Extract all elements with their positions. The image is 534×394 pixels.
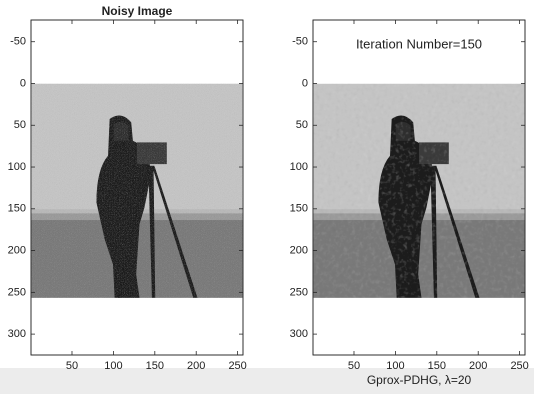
y-tick-label: 50: [296, 119, 308, 131]
y-tick-label: 100: [8, 161, 26, 173]
x-tick-label: 200: [469, 360, 487, 372]
y-tick-label: 150: [290, 203, 308, 215]
y-tick-label: 0: [302, 77, 308, 89]
y-tick-label: 250: [290, 286, 308, 298]
y-tick-label: 150: [8, 203, 26, 215]
x-tick-label: 100: [104, 360, 122, 372]
x-tick-label: 150: [146, 360, 164, 372]
x-axis-label: Gprox-PDHG, λ=20: [367, 373, 472, 387]
y-tick-label: -50: [292, 36, 308, 48]
y-tick-label: 250: [8, 286, 26, 298]
x-tick-label: 100: [386, 360, 404, 372]
image: [313, 84, 525, 298]
y-tick-label: 200: [8, 244, 26, 256]
y-tick-label: -50: [10, 36, 26, 48]
image-content: [31, 84, 243, 298]
x-tick-label: 150: [428, 360, 446, 372]
x-tick-label: 50: [66, 360, 78, 372]
y-tick-label: 300: [290, 328, 308, 340]
y-tick-label: 50: [14, 119, 26, 131]
image: [31, 84, 243, 298]
image-content: [313, 84, 525, 298]
x-tick-label: 250: [228, 360, 246, 372]
figure: 50 100 150 200 250 -50 0 50 100 150 200 250 300 Noisy…: [0, 0, 534, 394]
x-tick-label: 50: [348, 360, 360, 372]
y-tick-label: 200: [290, 244, 308, 256]
chart-title: Noisy Image: [102, 4, 173, 18]
y-tick-label: 100: [290, 161, 308, 173]
y-tick-label: 300: [8, 328, 26, 340]
y-tick-label: 0: [20, 77, 26, 89]
chart-title: Iteration Number=150: [356, 36, 482, 51]
x-tick-label: 250: [510, 360, 528, 372]
x-tick-label: 200: [187, 360, 205, 372]
